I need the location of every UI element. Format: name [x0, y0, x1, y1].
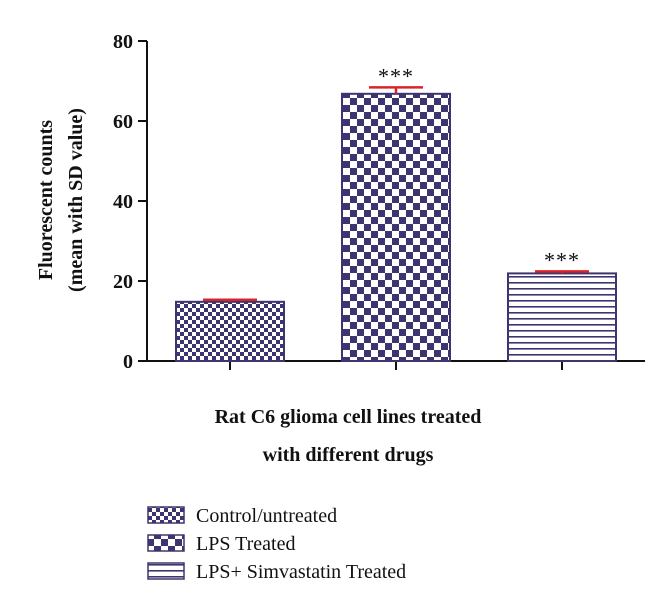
x-axis-title-line-1: Rat C6 glioma cell lines treated [215, 406, 482, 428]
bar [175, 300, 285, 362]
bars [175, 92, 617, 363]
y-tick-label: 20 [113, 271, 133, 293]
legend-label: LPS+ Simvastatin Treated [196, 561, 406, 583]
legend-label: Control/untreated [196, 505, 337, 527]
y-tick-label: 40 [113, 191, 133, 213]
legend-swatch [147, 506, 185, 524]
significance-label: *** [378, 63, 414, 88]
y-tick-label: 0 [123, 351, 133, 373]
y-tick-label: 60 [113, 111, 133, 133]
y-axis-title: Fluorescent counts (mean with SD value) [35, 108, 87, 292]
legend: Control/untreated LPS Treated LPS+ Simvast… [147, 505, 406, 583]
y-axis-title-line-1: Fluorescent counts [35, 120, 57, 280]
y-tick-label: 80 [113, 31, 133, 53]
x-axis [147, 360, 645, 370]
y-axis: 0 20 40 60 80 [113, 31, 148, 373]
legend-swatch [147, 562, 185, 580]
bar [507, 272, 617, 362]
bar [341, 92, 451, 363]
x-axis-title-line-2: with different drugs [263, 444, 434, 466]
legend-swatch [147, 534, 185, 552]
y-axis-title-line-2: (mean with SD value) [65, 108, 87, 292]
legend-label: LPS Treated [196, 533, 295, 555]
significance-label: *** [544, 247, 580, 272]
error-bars: *** *** [203, 63, 589, 302]
